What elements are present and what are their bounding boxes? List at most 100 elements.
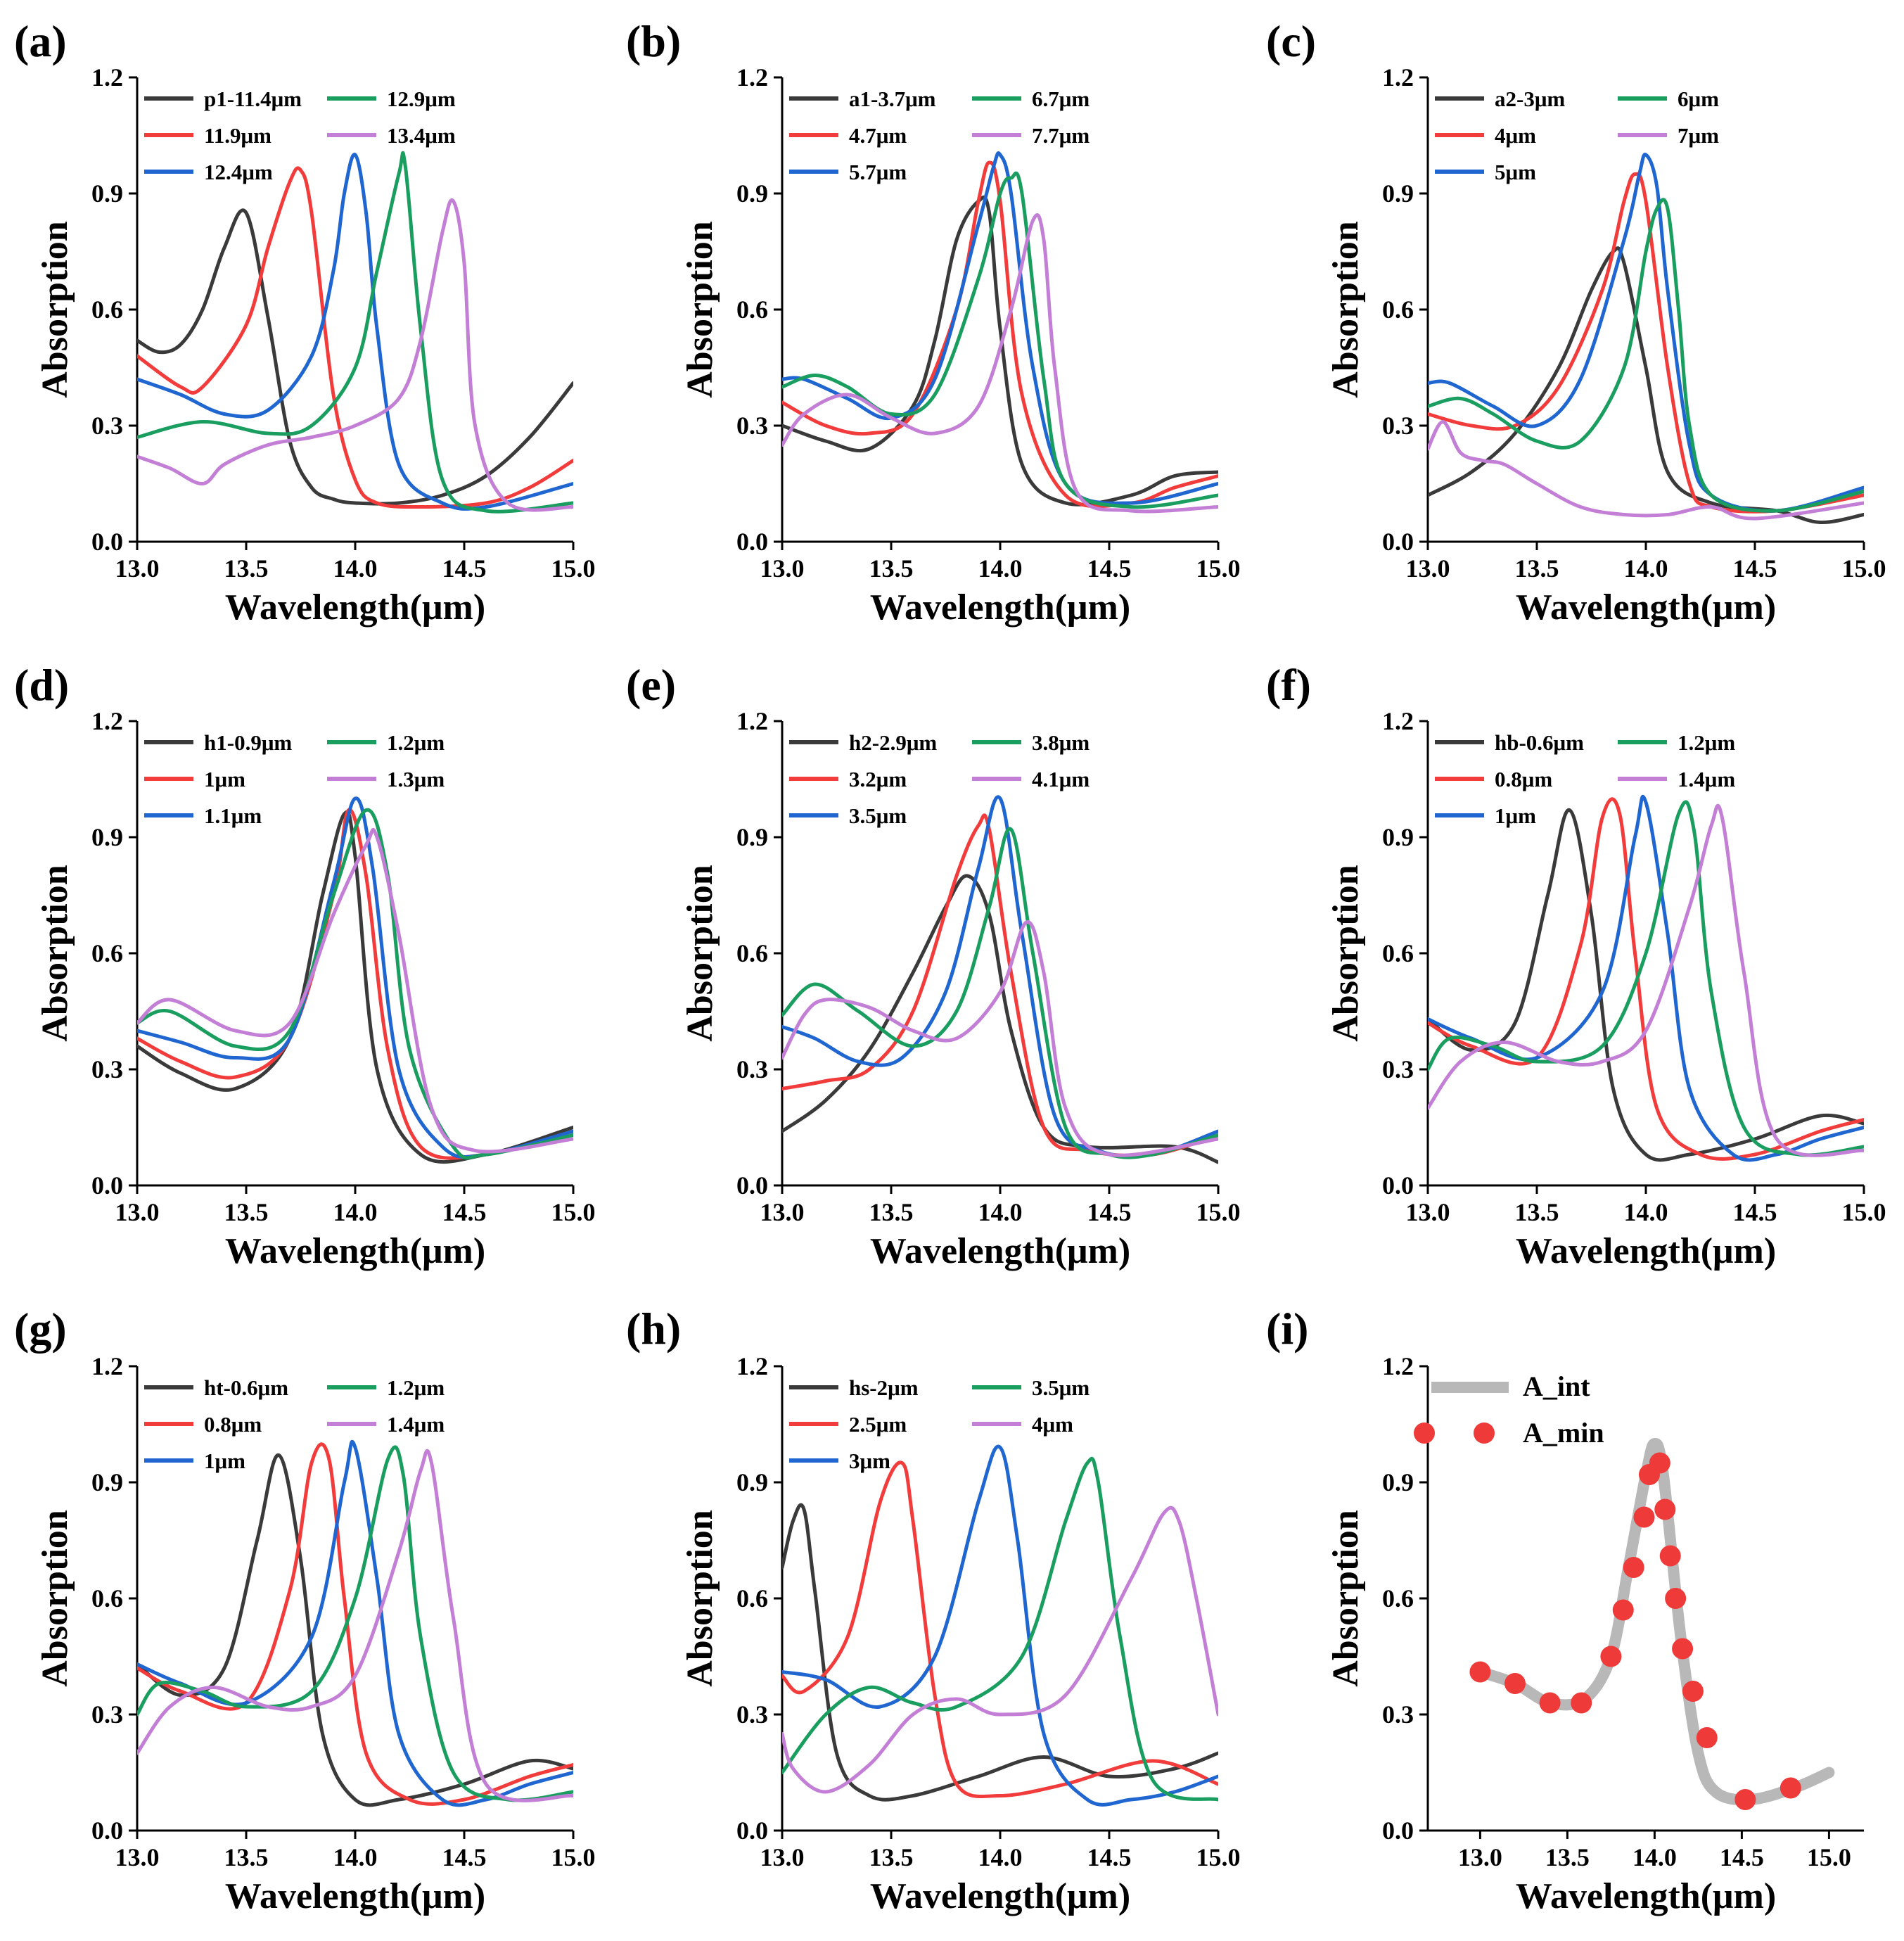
scatter-point bbox=[1633, 1506, 1655, 1528]
axis-frame bbox=[781, 77, 1218, 543]
panel-i: (i) 0.0 0.3 0.6 0.9 1.2 13.0 13.5 14.0 14.5 15.0 Wa… bbox=[1266, 1304, 1864, 1916]
y-tick-label: 0.9 bbox=[1382, 823, 1414, 851]
legend-label: 4.1μm bbox=[1032, 767, 1090, 791]
x-axis-title: Wavelength(μm) bbox=[870, 1876, 1130, 1916]
y-tick-label: 0.6 bbox=[1382, 939, 1414, 967]
y-tick-label: 1.2 bbox=[736, 63, 768, 91]
y-tick-label: 1.2 bbox=[736, 1352, 768, 1380]
series-line-1 bbox=[1428, 797, 1864, 1161]
legend-label: 4μm bbox=[1495, 123, 1536, 148]
plot-area bbox=[137, 796, 573, 1164]
x-tick-label: 13.5 bbox=[869, 554, 914, 583]
x-axis-title: Wavelength(μm) bbox=[870, 1231, 1130, 1271]
y-tick-label: 0.6 bbox=[736, 1584, 768, 1612]
panel-g: (g) 0.0 0.3 0.6 0.9 1.2 13.0 13.5 14.0 14.5 15.0 Wa… bbox=[14, 1304, 596, 1916]
y-tick-label: 0.6 bbox=[91, 295, 123, 324]
x-tick-label: 14.5 bbox=[1733, 554, 1777, 583]
x-tick-label: 13.0 bbox=[760, 1843, 805, 1871]
y-tick-label: 1.2 bbox=[1382, 63, 1414, 91]
series-line-2 bbox=[137, 153, 573, 511]
scatter-point bbox=[1665, 1588, 1687, 1609]
series-line-3 bbox=[137, 151, 573, 514]
y-axis-title: Absorption bbox=[35, 1510, 75, 1686]
legend-label: 3.8μm bbox=[1032, 730, 1090, 755]
y-tick-label: 0.3 bbox=[91, 1055, 123, 1083]
legend-label: 5.7μm bbox=[849, 160, 907, 184]
series-line-0 bbox=[137, 208, 573, 506]
series-line-1 bbox=[137, 808, 573, 1160]
panel-label: (d) bbox=[14, 660, 69, 710]
scatter-point bbox=[1780, 1777, 1801, 1799]
x-tick-label: 14.0 bbox=[333, 554, 378, 583]
y-tick-label: 1.2 bbox=[736, 707, 768, 735]
x-tick-label: 15.0 bbox=[1842, 554, 1886, 583]
panel-b: (b) 0.0 0.3 0.6 0.9 1.2 13.0 13.5 14.0 14.5 15.0 Wa… bbox=[626, 16, 1241, 628]
y-tick-label: 0.0 bbox=[736, 1171, 768, 1199]
series-line-3 bbox=[1428, 800, 1864, 1157]
x-tick-label: 13.5 bbox=[224, 554, 269, 583]
x-tick-label: 13.5 bbox=[1545, 1843, 1590, 1871]
x-tick-label: 13.5 bbox=[1515, 1198, 1559, 1226]
legend-label: 4μm bbox=[1032, 1412, 1073, 1437]
x-tick-label: 14.5 bbox=[1087, 1198, 1132, 1226]
x-tick-label: 14.5 bbox=[442, 1198, 487, 1226]
series-line-0 bbox=[1428, 808, 1864, 1162]
x-tick-label: 15.0 bbox=[1196, 554, 1241, 583]
legend-label: 1.2μm bbox=[1678, 730, 1735, 755]
series-line-2 bbox=[137, 1440, 573, 1807]
x-tick-label: 14.0 bbox=[978, 1198, 1023, 1226]
legend-label: 3μm bbox=[849, 1449, 890, 1473]
series-line-4 bbox=[1428, 803, 1864, 1157]
x-tick-label: 14.0 bbox=[1624, 554, 1668, 583]
plot-area bbox=[782, 151, 1218, 514]
y-axis-title: Absorption bbox=[1326, 865, 1366, 1041]
legend-marker bbox=[1474, 1423, 1495, 1444]
plot-area bbox=[782, 795, 1218, 1164]
scatter-point bbox=[1600, 1646, 1622, 1667]
legend-label: a2-3μm bbox=[1495, 87, 1565, 111]
x-tick-label: 14.0 bbox=[1624, 1198, 1668, 1226]
scatter-point bbox=[1672, 1638, 1694, 1660]
x-tick-label: 13.0 bbox=[115, 1843, 160, 1871]
scatter-point bbox=[1571, 1692, 1592, 1714]
panel-label: (c) bbox=[1266, 16, 1316, 66]
x-tick-label: 14.0 bbox=[978, 1843, 1023, 1871]
y-tick-label: 1.2 bbox=[91, 63, 123, 91]
legend-label: 4.7μm bbox=[849, 123, 907, 148]
y-tick-label: 0.9 bbox=[91, 823, 123, 851]
legend-label: 13.4μm bbox=[387, 123, 456, 148]
y-tick-label: 0.6 bbox=[91, 1584, 123, 1612]
series-line-0 bbox=[1474, 1437, 1835, 1806]
scatter-point bbox=[1469, 1661, 1491, 1683]
axis-frame bbox=[1426, 77, 1864, 543]
x-tick-label: 13.0 bbox=[115, 1198, 160, 1226]
legend-label: 1.2μm bbox=[387, 1375, 445, 1400]
y-tick-label: 0.3 bbox=[1382, 1700, 1414, 1729]
y-tick-label: 1.2 bbox=[1382, 1352, 1414, 1380]
y-tick-label: 0.9 bbox=[736, 179, 768, 208]
axis-frame bbox=[136, 721, 573, 1187]
scatter-point bbox=[1612, 1599, 1634, 1621]
plot-area bbox=[1469, 1437, 1835, 1810]
legend-label: 12.9μm bbox=[387, 87, 456, 111]
panel-f: (f) 0.0 0.3 0.6 0.9 1.2 13.0 13.5 14.0 14.5 15.0 Wa… bbox=[1266, 660, 1886, 1271]
legend-label: 12.4μm bbox=[204, 160, 273, 184]
scatter-point bbox=[1682, 1681, 1704, 1702]
legend-label: 1.4μm bbox=[387, 1412, 445, 1437]
y-tick-label: 0.6 bbox=[736, 939, 768, 967]
legend-label: 6.7μm bbox=[1032, 87, 1090, 111]
y-tick-label: 1.2 bbox=[1382, 707, 1414, 735]
series-line-4 bbox=[782, 213, 1218, 514]
legend-label: h1-0.9μm bbox=[204, 730, 292, 755]
y-tick-label: 0.9 bbox=[1382, 1468, 1414, 1496]
y-tick-label: 0.3 bbox=[1382, 412, 1414, 440]
scatter-point bbox=[1734, 1789, 1756, 1810]
x-tick-label: 14.5 bbox=[1087, 1843, 1132, 1871]
plot-area bbox=[137, 1440, 573, 1807]
x-tick-label: 13.0 bbox=[1458, 1843, 1502, 1871]
y-tick-label: 1.2 bbox=[91, 707, 123, 735]
y-tick-label: 0.0 bbox=[1382, 528, 1414, 556]
legend-label: 2.5μm bbox=[849, 1412, 907, 1437]
legend-label: h2-2.9μm bbox=[849, 730, 937, 755]
y-tick-label: 0.0 bbox=[736, 1816, 768, 1845]
